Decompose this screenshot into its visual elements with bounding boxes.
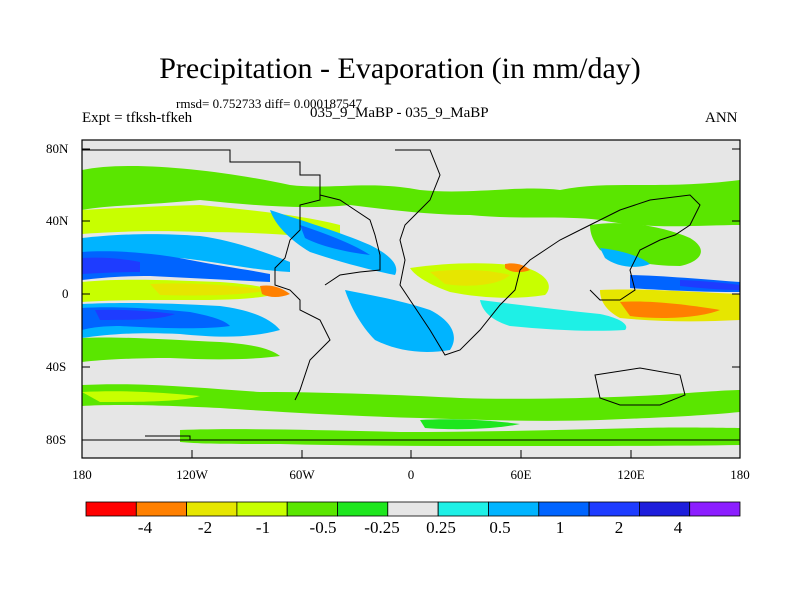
colorbar-label: -0.5 xyxy=(309,518,337,537)
lat-label-40s: 40S xyxy=(46,359,67,374)
lat-label-40n: 40N xyxy=(46,213,69,228)
colorbar-swatch xyxy=(387,501,439,517)
colorbar-label: 4 xyxy=(673,518,683,537)
page-title: Precipitation - Evaporation (in mm/day) xyxy=(159,52,641,85)
colorbar-swatch xyxy=(538,501,590,517)
colorbar-swatch xyxy=(135,501,188,517)
colorbar-swatch xyxy=(286,501,338,517)
lat-ticks xyxy=(82,148,740,441)
colorbar xyxy=(85,501,741,517)
lat-label-0: 0 xyxy=(62,286,69,301)
lat-label-80n: 80N xyxy=(46,141,69,156)
colorbar-label: -4 xyxy=(137,518,153,537)
lon-label-60w: 60W xyxy=(289,467,315,482)
case-label: 035_9_MaBP - 035_9_MaBP xyxy=(310,105,489,121)
colorbar-swatch xyxy=(337,501,389,517)
colorbar-label: 1 xyxy=(555,518,565,537)
lat-label-80s: 80S xyxy=(46,432,67,447)
stats-text: rmsd= 0.752733 diff= 0.000187547 xyxy=(176,96,362,111)
lon-ticks xyxy=(81,450,741,458)
field-shading xyxy=(82,165,740,446)
colorbar-label: -0.25 xyxy=(364,518,400,537)
colorbar-swatch xyxy=(85,501,137,517)
lon-label-0: 0 xyxy=(407,467,415,482)
season-label: ANN xyxy=(705,110,738,126)
colorbar-swatch xyxy=(437,501,489,517)
colorbar-swatch xyxy=(588,501,640,517)
colorbar-label: 2 xyxy=(614,518,624,537)
colorbar-label: 0.5 xyxy=(489,518,511,537)
lon-label-120e: 120E xyxy=(617,467,645,482)
coastlines xyxy=(82,149,740,441)
colorbar-swatch xyxy=(236,501,288,517)
lon-label-180w: 180 xyxy=(72,467,92,482)
lon-label-120w: 120W xyxy=(176,467,208,482)
colorbar-label: -1 xyxy=(255,518,271,537)
colorbar-swatch xyxy=(639,501,691,517)
colorbar-label: -2 xyxy=(197,518,213,537)
lon-label-60e: 60E xyxy=(510,467,532,482)
colorbar-swatch xyxy=(488,501,540,517)
lon-label-180e: 180 xyxy=(730,467,750,482)
colorbar-label: 0.25 xyxy=(426,518,456,537)
colorbar-swatch xyxy=(186,501,238,517)
colorbar-swatch xyxy=(689,501,741,517)
experiment-label: Expt = tfksh-tfkeh xyxy=(82,110,193,126)
